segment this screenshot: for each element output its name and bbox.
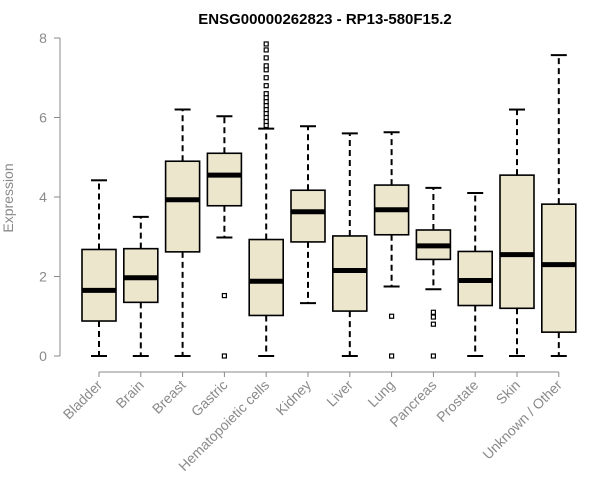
outlier-point (263, 91, 269, 97)
x-tick-label: Bladder (60, 377, 106, 423)
y-tick-label: 4 (39, 189, 47, 205)
outlier-point (389, 353, 395, 359)
box-liver (331, 132, 368, 357)
box-iqr (164, 160, 201, 253)
y-tick-label: 2 (39, 269, 47, 285)
outlier-point (430, 309, 436, 315)
outlier-point (263, 75, 269, 81)
outlier-point (263, 41, 269, 47)
box-iqr (290, 189, 326, 243)
chart-title: ENSG00000262823 - RP13-580F15.2 (198, 11, 452, 28)
box-breast (164, 108, 201, 357)
y-tick-label: 6 (39, 110, 47, 126)
box-iqr (499, 174, 535, 310)
box-kidney (290, 125, 326, 305)
y-tick-label: 0 (39, 348, 47, 364)
outlier-point (263, 55, 269, 61)
outlier-point (430, 321, 436, 327)
x-tick-label: Liver (323, 377, 356, 410)
x-tick-label: Unknown / Other (479, 377, 565, 463)
box-prostate (457, 192, 494, 357)
box-unknown-other (540, 54, 577, 357)
box-iqr (331, 235, 368, 312)
box-skin (499, 108, 535, 357)
x-tick-label: Brain (112, 377, 146, 411)
x-tick-label: Skin (493, 377, 524, 408)
boxes-group (81, 41, 577, 359)
box-hematopoietic-cells (248, 41, 284, 357)
y-axis-label: Expression (0, 163, 16, 232)
x-tick-label: Prostate (433, 377, 481, 425)
y-axis: 0 2 4 6 8 (39, 30, 61, 364)
box-iqr (81, 248, 117, 322)
outlier-point (263, 63, 269, 69)
box-bladder (81, 179, 117, 357)
x-tick-label: Kidney (273, 377, 315, 419)
outlier-point (389, 313, 395, 319)
outlier-point (221, 353, 227, 359)
box-gastric (206, 115, 243, 359)
box-iqr (206, 152, 243, 207)
outlier-point (221, 292, 227, 299)
x-tick-label: Lung (364, 377, 397, 410)
outlier-point (430, 314, 436, 320)
outlier-point (263, 83, 269, 89)
box-brain (123, 215, 159, 357)
outlier-point (430, 353, 436, 359)
y-tick-label: 8 (39, 30, 47, 46)
x-tick-label: Breast (149, 377, 189, 417)
box-lung (373, 131, 410, 359)
box-iqr (540, 203, 577, 333)
outlier-point (263, 47, 269, 53)
box-iqr (248, 238, 284, 317)
box-pancreas (415, 186, 452, 359)
